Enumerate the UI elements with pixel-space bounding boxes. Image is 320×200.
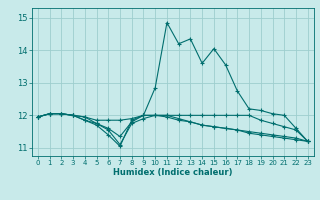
X-axis label: Humidex (Indice chaleur): Humidex (Indice chaleur) — [113, 168, 233, 177]
